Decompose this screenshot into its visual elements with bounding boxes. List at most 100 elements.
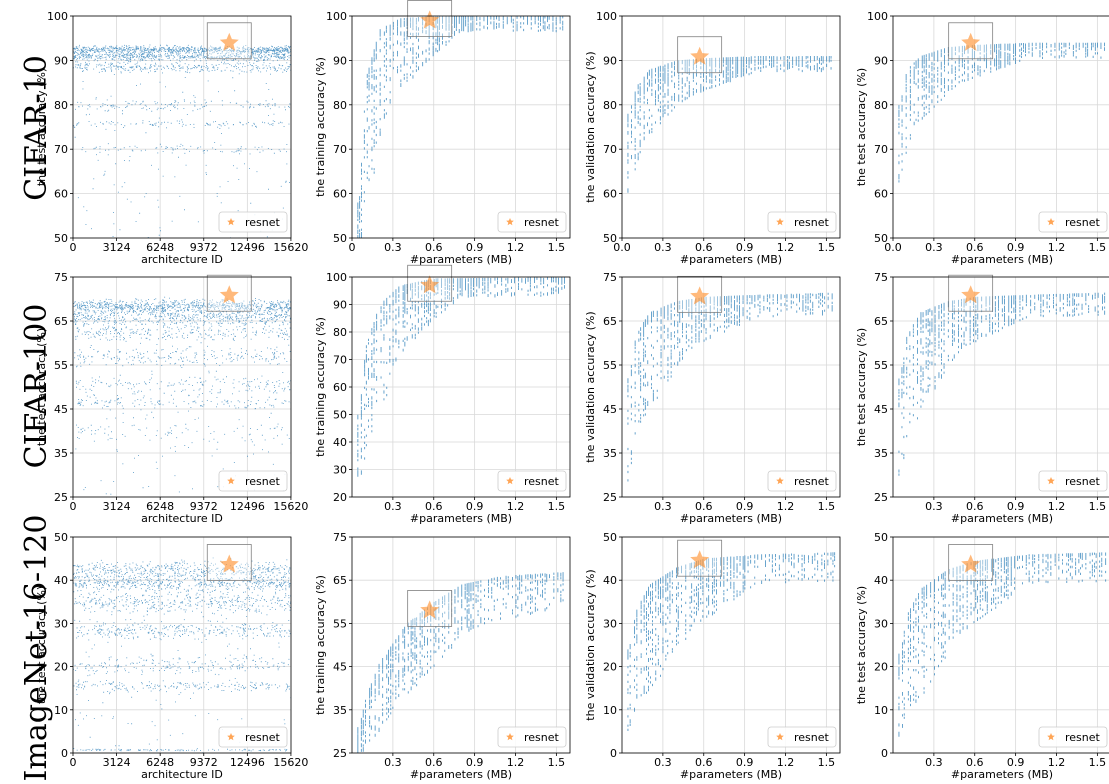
scatter-points	[357, 277, 565, 477]
resnet-marker	[420, 10, 440, 29]
legend: resnet	[497, 470, 567, 492]
x-tick-label: 1.2	[507, 500, 525, 513]
y-tick-label: 45	[54, 403, 68, 416]
y-tick-label: 80	[333, 99, 347, 112]
plot-frame	[351, 536, 571, 754]
y-ticks: 0 10 20 30 40 50	[603, 531, 622, 760]
x-tick-label: 6248	[146, 241, 174, 254]
legend-star-icon	[776, 477, 784, 485]
legend-label: resnet	[245, 731, 281, 744]
y-tick-label: 65	[874, 315, 888, 328]
y-ticks: 25 35 45 55 65 75	[603, 271, 622, 504]
legend: resnet	[767, 470, 837, 492]
x-tick-label: 0.6	[695, 756, 713, 769]
y-axis-label: the training accuracy (%)	[314, 575, 327, 715]
y-axis-label: the test accuracy (%)	[35, 68, 48, 186]
y-axis-label: the test accuracy (%)	[855, 328, 868, 446]
y-tick-label: 50	[603, 232, 617, 245]
y-tick-label: 20	[603, 661, 617, 674]
x-ticks: 0 3124 6248 9372 12496 15620	[70, 753, 308, 769]
y-tick-label: 50	[603, 531, 617, 544]
legend: resnet	[767, 726, 837, 748]
legend-label: resnet	[794, 731, 830, 744]
y-tick-label: 70	[874, 143, 888, 156]
resnet-marker	[219, 285, 239, 304]
plot-frame	[621, 536, 841, 754]
y-tick-label: 90	[54, 54, 68, 67]
gridlines	[352, 536, 570, 754]
data-points	[898, 292, 1106, 476]
row-label-cifar10: CIFAR-10	[19, 55, 54, 201]
x-tick-label: 1.5	[1089, 500, 1107, 513]
legend-label: resnet	[1065, 475, 1101, 488]
legend-box	[1038, 726, 1108, 748]
y-tick-label: 45	[874, 403, 888, 416]
legend: resnet	[218, 470, 288, 492]
chart-panel-c10-test-id: 0 3124 6248 9372 12496 15620 50 60 70 80 90 100 arch…	[35, 10, 308, 266]
plot-frame	[892, 536, 1109, 754]
row-label-cifar100: CIFAR-100	[19, 304, 54, 469]
x-axis-label: #parameters (MB)	[410, 512, 512, 525]
x-axis-label: #parameters (MB)	[680, 768, 782, 781]
x-tick-label: 0.3	[925, 756, 943, 769]
y-tick-label: 45	[333, 661, 347, 674]
scatter-points	[627, 56, 832, 193]
legend-box	[497, 726, 567, 748]
x-axis-label: architecture ID	[141, 253, 223, 266]
x-tick-label: 1.5	[818, 241, 836, 254]
x-tick-label: 0.6	[695, 241, 713, 254]
y-tick-label: 25	[54, 491, 68, 504]
data-points	[627, 552, 836, 731]
x-ticks: 0 0.3 0.6 0.9 1.2 1.5	[349, 238, 566, 254]
y-tick-label: 40	[603, 574, 617, 587]
gridlines	[352, 276, 570, 498]
y-tick-label: 40	[54, 574, 68, 587]
x-tick-label: 1.2	[777, 756, 795, 769]
y-axis-label: the test accuracy (%)	[855, 68, 868, 186]
legend-star-icon	[506, 477, 514, 485]
gridlines	[351, 15, 570, 239]
data-points	[357, 277, 565, 477]
gridlines	[72, 15, 292, 239]
x-tick-label: 0.6	[966, 500, 984, 513]
y-tick-label: 75	[603, 271, 617, 284]
y-tick-label: 30	[603, 617, 617, 630]
x-tick-label: 0.9	[736, 500, 754, 513]
legend-box	[767, 726, 837, 748]
chart-panel-c10-train-param: 0 0.3 0.6 0.9 1.2 1.5 50 60 70 80 90 100 #parameters…	[314, 0, 571, 266]
y-tick-label: 80	[603, 99, 617, 112]
y-ticks: 0 10 20 30 40 50	[874, 531, 893, 760]
legend-box	[767, 211, 837, 233]
x-axis-label: #parameters (MB)	[410, 768, 512, 781]
x-tick-label: 0.3	[925, 241, 943, 254]
x-tick-label: 1.5	[548, 241, 566, 254]
x-tick-label: 0.9	[466, 500, 484, 513]
chart-panel-c10-test-param: 0.0 0.3 0.6 0.9 1.2 1.5 50 60 70 80 90 100 #paramete…	[855, 10, 1109, 266]
y-tick-label: 35	[54, 447, 68, 460]
chart-panel-in16-test-param: 0.3 0.6 0.9 1.2 1.5 0 10 20 30 40 50 #parameters (M…	[855, 531, 1109, 781]
scatter-points	[73, 44, 291, 238]
scatter-points	[73, 557, 291, 753]
x-tick-label: 1.5	[818, 756, 836, 769]
legend: resnet	[497, 211, 567, 233]
legend-label: resnet	[1065, 731, 1101, 744]
x-tick-label: 12496	[230, 241, 265, 254]
legend-label: resnet	[794, 216, 830, 229]
legend-label: resnet	[524, 731, 560, 744]
data-points	[627, 56, 832, 193]
y-tick-label: 30	[333, 464, 347, 477]
y-tick-label: 30	[54, 617, 68, 630]
scatter-points	[627, 552, 836, 731]
resnet-marker	[690, 550, 710, 569]
x-axis-label: architecture ID	[141, 768, 223, 781]
legend-star-icon	[227, 733, 235, 741]
legend-star-icon	[506, 218, 514, 226]
y-ticks: 0 10 20 30 40 50	[54, 531, 73, 760]
y-tick-label: 65	[54, 315, 68, 328]
x-tick-label: 0	[70, 500, 77, 513]
y-tick-label: 100	[596, 10, 617, 23]
plot-frame	[351, 15, 571, 239]
scatter-points	[73, 296, 291, 495]
plot-frame	[892, 276, 1109, 498]
data-points	[73, 557, 291, 753]
